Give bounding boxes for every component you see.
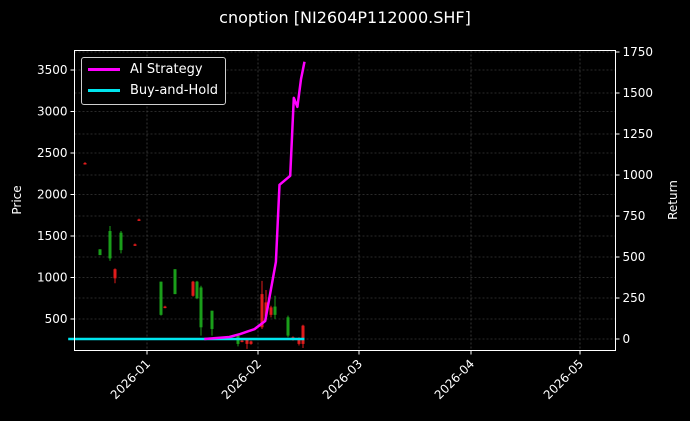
- svg-text:1000: 1000: [37, 271, 68, 285]
- svg-text:500: 500: [45, 312, 68, 326]
- grid-lines: [74, 50, 616, 351]
- y-axis-label-left: Price: [10, 185, 24, 214]
- svg-text:750: 750: [623, 209, 646, 223]
- svg-text:1500: 1500: [37, 229, 68, 243]
- svg-text:1000: 1000: [623, 168, 654, 182]
- y-axis-label-right: Return: [666, 180, 680, 220]
- y-axis-right: 0 250 500 750 1000 1250 1500 1750: [615, 45, 654, 346]
- svg-text:500: 500: [623, 250, 646, 264]
- legend: AI Strategy Buy-and-Hold: [81, 57, 226, 105]
- legend-label: AI Strategy: [130, 62, 203, 77]
- legend-item-ai-strategy: AI Strategy: [88, 62, 203, 77]
- legend-swatch-cyan: [88, 89, 120, 92]
- chart-title: cnoption [NI2604P112000.SHF]: [219, 8, 471, 27]
- plot-frame: [74, 50, 616, 351]
- svg-text:2026-04: 2026-04: [432, 357, 477, 402]
- svg-text:3000: 3000: [37, 105, 68, 119]
- svg-text:2026-02: 2026-02: [219, 357, 264, 402]
- y-axis-left: 500 1000 1500 2000 2500 3000 3500: [37, 63, 75, 326]
- svg-text:250: 250: [623, 291, 646, 305]
- svg-text:1250: 1250: [623, 127, 654, 141]
- legend-label: Buy-and-Hold: [130, 83, 219, 98]
- svg-text:3500: 3500: [37, 63, 68, 77]
- svg-text:2500: 2500: [37, 146, 68, 160]
- svg-text:1500: 1500: [623, 86, 654, 100]
- candlestick-series: [83, 162, 305, 349]
- legend-swatch-magenta: [88, 68, 120, 71]
- svg-text:0: 0: [623, 332, 631, 346]
- legend-item-buy-and-hold: Buy-and-Hold: [88, 83, 218, 98]
- x-axis: 2026-01 2026-02 2026-03 2026-04 2026-05: [108, 350, 586, 402]
- svg-text:1750: 1750: [623, 45, 654, 59]
- svg-text:2000: 2000: [37, 188, 68, 202]
- svg-text:2026-01: 2026-01: [108, 357, 153, 402]
- svg-text:2026-05: 2026-05: [541, 357, 586, 402]
- svg-text:2026-03: 2026-03: [320, 357, 365, 402]
- line-series: [68, 61, 306, 341]
